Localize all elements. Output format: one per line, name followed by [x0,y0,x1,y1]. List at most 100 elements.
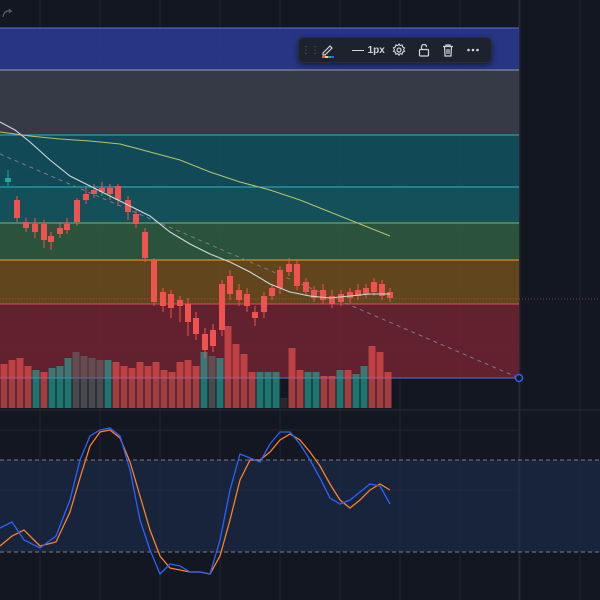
delete-button[interactable] [436,39,460,61]
candle-body [83,194,89,200]
volume-bar [80,356,88,408]
candle-body [227,276,233,294]
volume-bar [184,360,192,408]
redo-icon[interactable] [2,8,13,18]
volume-bar [48,368,56,408]
candle-body [347,292,353,298]
candle-body [41,224,47,240]
line-width-label: 1px [367,44,385,56]
trash-icon [443,44,454,57]
candle-body [294,264,300,286]
volume-bar [152,362,160,408]
candle-body [107,188,113,194]
volume-bar [168,372,176,408]
trend-line[interactable] [0,153,520,379]
more-options-button[interactable] [461,39,485,61]
volume-bar [8,360,16,408]
volume-bar [256,372,264,408]
volume-bar [112,362,120,408]
volume-bar [64,358,72,408]
volume-bar [104,360,112,408]
candle-body [57,228,63,234]
volume-bar [312,372,320,408]
candle-body [74,200,80,222]
fib-zone [0,70,519,135]
fibonacci-zones[interactable] [0,27,519,379]
volume-bar [320,376,328,408]
pencil-icon[interactable] [315,39,341,61]
stochastic-k-line [0,427,391,576]
volume-bar [160,370,168,408]
volume-bar [368,346,376,408]
candle-body [379,284,385,296]
volume-bar [384,372,392,408]
drag-handle-icon[interactable]: ⋮⋮ [301,44,320,56]
candle-body [252,312,258,318]
candle-body [355,290,361,296]
candle-body [151,260,157,302]
trend-line-anchor-handle[interactable] [514,373,524,383]
candle-body [219,284,225,330]
candle-body [48,236,54,242]
candle-body [185,304,191,322]
candle-body [320,290,326,300]
volume-bar [216,358,224,408]
candle-body [371,282,377,292]
volume-bar [376,352,384,408]
candle-body [286,264,292,272]
volume-bar [360,366,368,408]
volume-bar [0,364,8,408]
volume-bar [264,372,272,408]
drawing-toolbar: ⋮⋮ 1px [298,37,492,63]
candle-body [193,318,199,334]
volume-bar [24,366,32,408]
candle-body [387,292,393,298]
fib-zone [0,135,519,187]
candle-body [177,300,183,306]
candle-body [311,290,317,298]
moving-average-fast [0,121,390,299]
lock-toggle-button[interactable] [412,39,436,61]
volume-bar [328,376,336,408]
volume-bar [240,354,248,408]
volume-bar [32,370,40,408]
settings-button[interactable] [387,39,411,61]
volume-bar [72,352,80,408]
candle-body [261,296,267,312]
candle-body [363,288,369,294]
candle-body [5,178,11,182]
fib-zone [0,223,519,260]
line-width-button[interactable]: 1px [349,39,387,61]
volume-bar [248,372,256,408]
volume-bar [96,360,104,408]
volume-bar [208,356,216,408]
volume-bar [192,366,200,408]
volume-bar [344,370,352,408]
volume-bar [40,372,48,408]
volume-bar [56,366,64,408]
candle-body [32,224,38,232]
more-icon [466,48,479,52]
candle-body [115,186,121,200]
volume-bar [336,370,344,408]
candle-body [160,292,166,306]
gear-icon [393,43,406,57]
volume-bar [280,398,288,408]
candle-body [23,222,29,228]
volume-bar [200,352,208,408]
candle-body [64,224,70,230]
volume-bar [272,372,280,408]
candle-body [14,200,20,218]
volume-bar [352,374,360,408]
candle-body [91,190,97,194]
volume-bar [232,344,240,408]
fib-zone [0,260,519,304]
volume-bar [224,326,232,408]
volume-bar [128,368,136,408]
stochastic-band [0,460,600,552]
volume-bar [136,362,144,408]
candle-body [329,296,335,304]
candle-body [338,294,344,302]
volume-bar [304,372,312,408]
